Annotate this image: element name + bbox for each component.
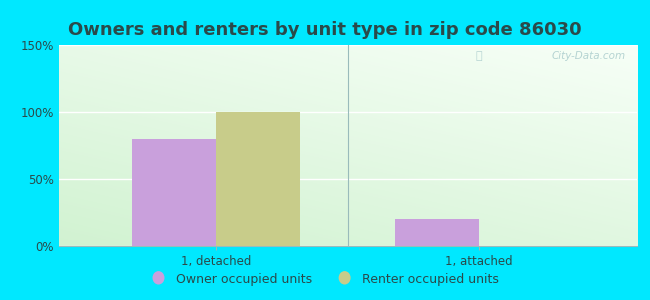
Bar [132, 139, 216, 246]
Text: Owners and renters by unit type in zip code 86030: Owners and renters by unit type in zip c… [68, 21, 582, 39]
Text: City-Data.com: City-Data.com [551, 51, 625, 61]
Bar [216, 112, 300, 246]
Bar [395, 219, 479, 246]
Legend: Owner occupied units, Renter occupied units: Owner occupied units, Renter occupied un… [146, 268, 504, 291]
Text: ⓘ: ⓘ [475, 51, 482, 61]
